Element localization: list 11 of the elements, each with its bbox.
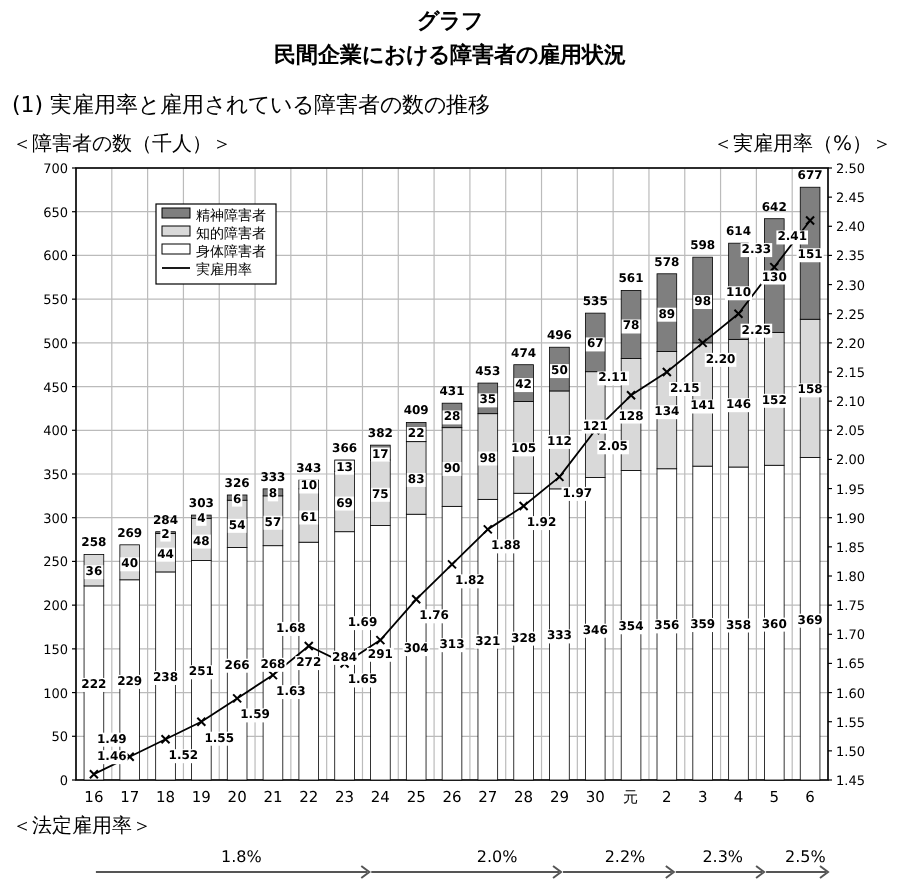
y2-axis-title: ＜実雇用率（%）＞ xyxy=(712,132,892,156)
text: 1.8% xyxy=(221,848,263,866)
text: 2.5% xyxy=(785,848,827,866)
y-axis-title: ＜障害者の数（千人）＞ xyxy=(12,132,232,156)
text: ＜法定雇用率＞ xyxy=(12,814,152,838)
chart-subtitle: 民間企業における障害者の雇用状況 xyxy=(274,42,626,68)
chart-title: グラフ xyxy=(417,8,483,34)
text: 2.0% xyxy=(476,848,519,866)
text: (1) 実雇用率と雇用されている障害者の数の推移 xyxy=(12,92,491,118)
text: 2.3% xyxy=(702,848,744,866)
text: 2.2% xyxy=(604,848,647,866)
